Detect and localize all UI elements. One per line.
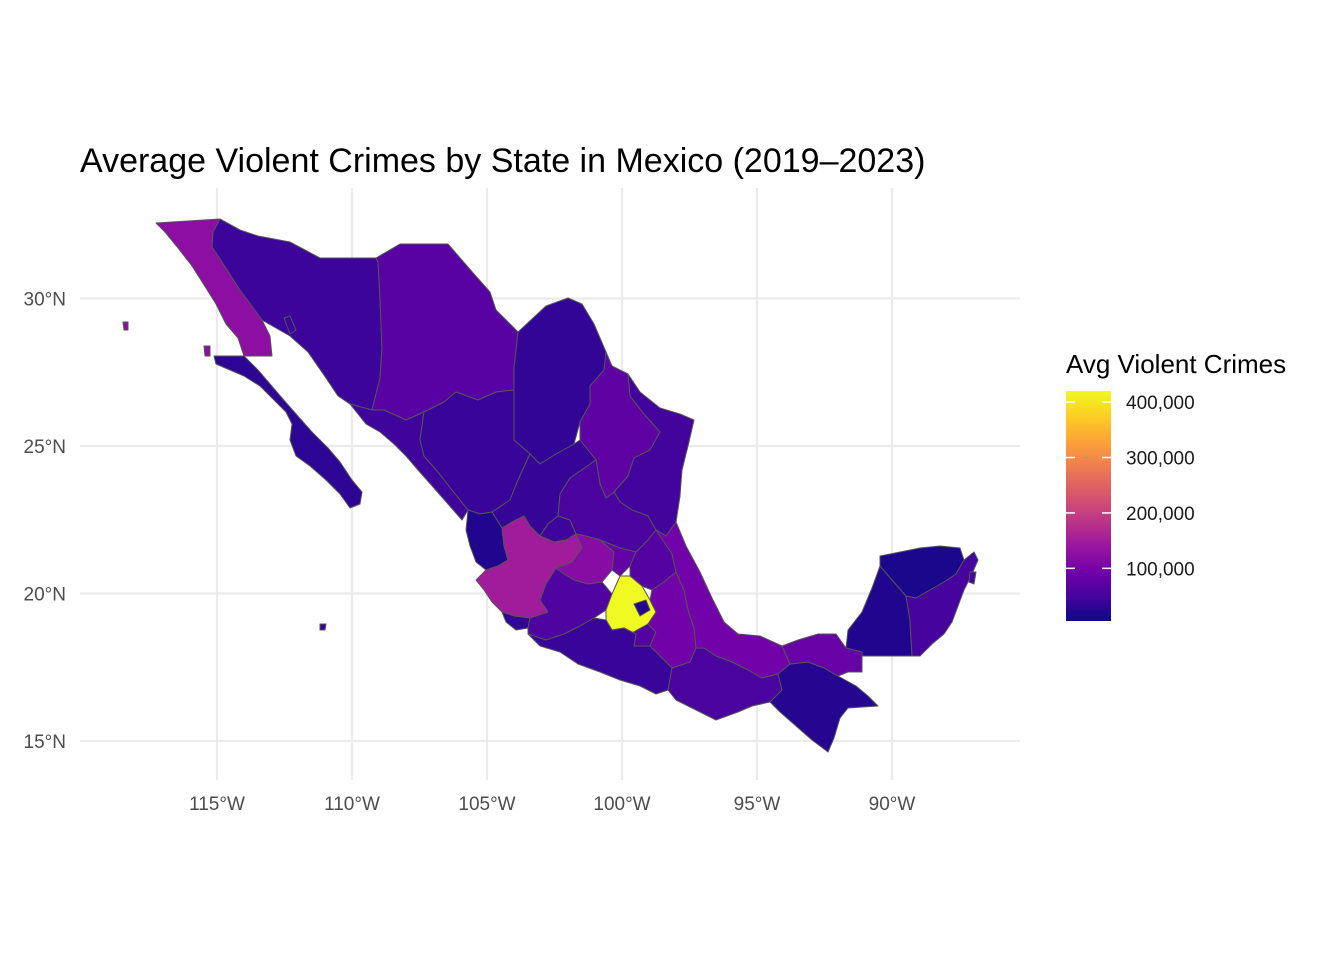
map-regions [122, 218, 979, 753]
legend-break-label: 100,000 [1126, 559, 1195, 580]
x-tick-label: 95°W [734, 794, 781, 815]
x-tick-label: 100°W [593, 794, 650, 815]
y-axis: 15°N 20°N 25°N 30°N [24, 290, 66, 754]
legend-break-label: 300,000 [1126, 449, 1195, 470]
x-tick-label: 105°W [458, 794, 515, 815]
region-island-tiburon [283, 315, 297, 335]
region-guerrero [527, 617, 673, 695]
plot-panel: 115°W 110°W 105°W 100°W 95°W 90°W 15°N 2… [24, 188, 1020, 815]
legend-break: 400,000 [1066, 393, 1195, 414]
x-tick-label: 90°W [869, 794, 916, 815]
y-tick-label: 25°N [24, 437, 66, 458]
region-island-guadalupe [122, 321, 129, 331]
x-axis: 115°W 110°W 105°W 100°W 95°W 90°W [189, 794, 915, 815]
legend-break-label: 200,000 [1126, 504, 1195, 525]
region-island-cozumel [968, 571, 977, 585]
chart-title: Average Violent Crimes by State in Mexic… [80, 142, 925, 180]
x-tick-label: 110°W [324, 794, 380, 815]
legend-break-label: 400,000 [1126, 393, 1195, 414]
y-tick-label: 20°N [24, 585, 66, 606]
region-tabasco [781, 633, 863, 677]
colorbar [1066, 391, 1111, 621]
y-tick-label: 30°N [24, 290, 66, 311]
y-tick-label: 15°N [24, 732, 66, 753]
region-queretaro [599, 539, 637, 577]
x-tick-label: 115°W [189, 794, 245, 815]
region-island-socorro [319, 623, 327, 631]
legend-break: 100,000 [1066, 559, 1195, 580]
region-island-cedros [203, 345, 211, 357]
legend-break: 200,000 [1066, 504, 1195, 525]
legend-break: 300,000 [1066, 449, 1195, 470]
region-chiapas [769, 661, 879, 753]
legend-title: Avg Violent Crimes [1066, 349, 1286, 379]
region-ciudad-de-mexico [633, 599, 651, 617]
legend-ticks: 100,000 200,000 300,000 400,000 [1066, 393, 1195, 580]
region-baja-california-sur [213, 355, 363, 509]
legend: Avg Violent Crimes 100,000 200,000 300,0… [1066, 349, 1286, 621]
